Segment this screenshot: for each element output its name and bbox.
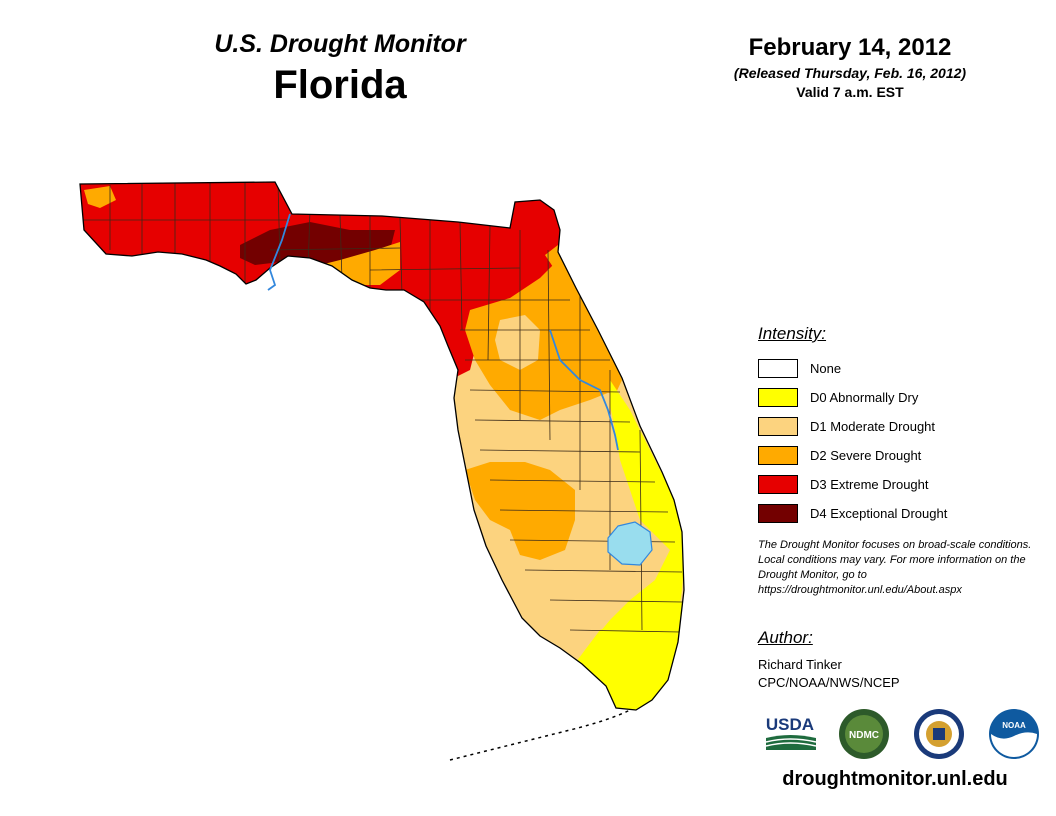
legend-item-d2: D2 Severe Drought bbox=[758, 441, 1038, 470]
legend-label: D0 Abnormally Dry bbox=[810, 390, 919, 405]
ndmc-logo: NDMC bbox=[839, 709, 889, 759]
apalachicola-river bbox=[267, 213, 291, 291]
commerce-seal-logo bbox=[914, 709, 964, 759]
legend-item-d4: D4 Exceptional Drought bbox=[758, 499, 1038, 528]
legend-swatch bbox=[758, 446, 798, 465]
legend: Intensity: None D0 Abnormally Dry D1 Mod… bbox=[758, 324, 1038, 528]
d0-area-south bbox=[540, 600, 684, 710]
map-date: February 14, 2012 bbox=[748, 34, 952, 61]
title-block: U.S. Drought Monitor Florida bbox=[150, 30, 530, 108]
legend-swatch bbox=[758, 388, 798, 407]
legend-item-d1: D1 Moderate Drought bbox=[758, 412, 1038, 441]
florida-keys bbox=[449, 709, 631, 761]
lake-okeechobee bbox=[607, 521, 653, 566]
disclaimer-note: The Drought Monitor focuses on broad-sca… bbox=[758, 539, 1032, 596]
florida-drought-map bbox=[79, 181, 685, 761]
d2-area-east-coast bbox=[545, 245, 622, 395]
legend-item-d3: D3 Extreme Drought bbox=[758, 470, 1038, 499]
d1-area-north-central bbox=[495, 315, 540, 370]
legend-label: D2 Severe Drought bbox=[810, 448, 922, 463]
legend-swatch bbox=[758, 359, 798, 378]
d2-area-northeast bbox=[465, 260, 615, 420]
date-block: February 14, 2012 (Released Thursday, Fe… bbox=[690, 34, 1010, 100]
author-org: CPC/NOAA/NWS/NCEP bbox=[758, 675, 900, 690]
usda-logo-text: USDA bbox=[766, 715, 814, 734]
usda-logo: USDA bbox=[765, 715, 817, 750]
legend-label: D1 Moderate Drought bbox=[810, 419, 936, 434]
noaa-logo-text: NOAA bbox=[1002, 721, 1026, 730]
legend-item-d0: D0 Abnormally Dry bbox=[758, 383, 1038, 412]
legend-label: D3 Extreme Drought bbox=[810, 477, 929, 492]
st-johns-river bbox=[549, 329, 619, 451]
legend-item-none: None bbox=[758, 354, 1038, 383]
ndmc-logo-text: NDMC bbox=[849, 730, 879, 741]
legend-swatch bbox=[758, 417, 798, 436]
release-date: (Released Thursday, Feb. 16, 2012) bbox=[733, 65, 967, 81]
d2-area-southwest bbox=[465, 462, 575, 560]
valid-time: Valid 7 a.m. EST bbox=[796, 84, 904, 100]
website-link[interactable]: droughtmonitor.unl.edu bbox=[782, 768, 1008, 790]
author-name: Richard Tinker bbox=[758, 657, 842, 672]
legend-label: D4 Exceptional Drought bbox=[810, 506, 948, 521]
partner-logos: USDA NDMC NOAA bbox=[765, 709, 1039, 759]
author-block: Author: Richard Tinker CPC/NOAA/NWS/NCEP bbox=[758, 628, 1038, 692]
map-title: U.S. Drought Monitor bbox=[214, 30, 466, 58]
author-title: Author: bbox=[758, 628, 813, 647]
legend-title: Intensity: bbox=[758, 324, 827, 343]
legend-label: None bbox=[810, 361, 842, 376]
legend-swatch bbox=[758, 504, 798, 523]
noaa-logo: NOAA bbox=[989, 709, 1039, 759]
d2-area-west-tip bbox=[84, 186, 116, 208]
state-name: Florida bbox=[273, 63, 407, 107]
drought-areas bbox=[80, 182, 684, 710]
florida-outline bbox=[79, 181, 685, 711]
legend-swatch bbox=[758, 475, 798, 494]
county-lines bbox=[80, 182, 683, 633]
